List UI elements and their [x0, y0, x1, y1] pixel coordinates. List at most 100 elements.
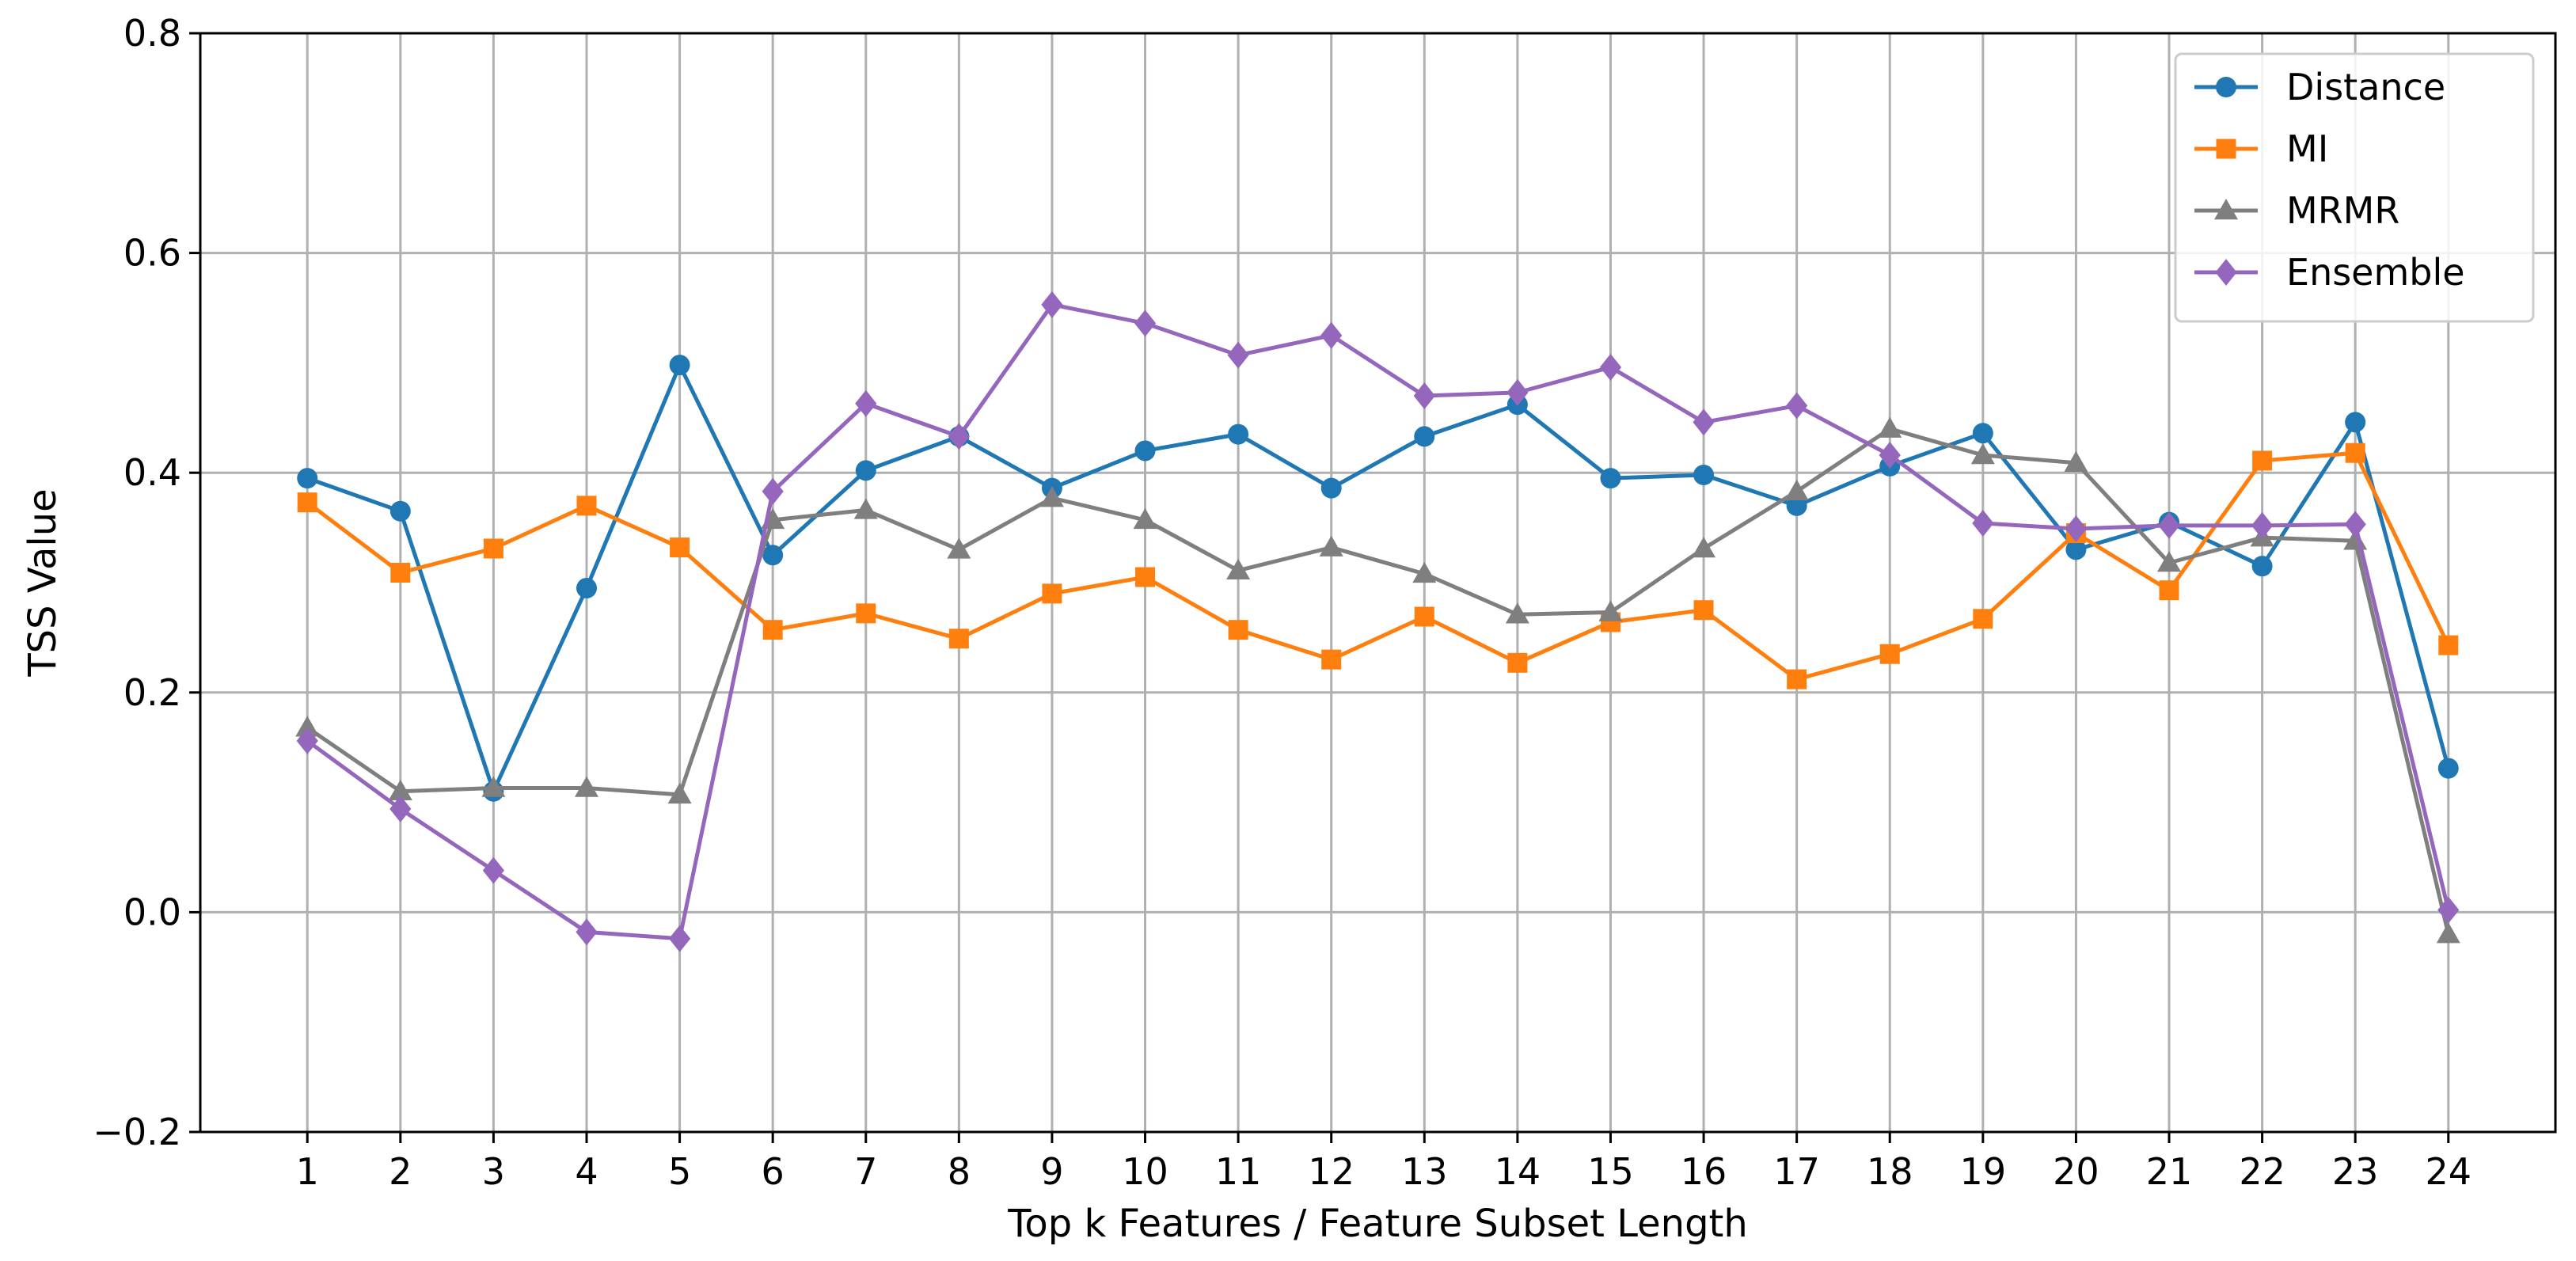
- data-point-ensemble: [762, 477, 784, 505]
- data-point-mrmr: [1319, 535, 1343, 556]
- data-point-mrmr: [1878, 416, 1902, 438]
- data-point-mi: [1135, 567, 1156, 587]
- data-point-mi: [670, 537, 690, 558]
- data-point-distance: [1414, 426, 1435, 447]
- data-point-distance: [576, 577, 597, 598]
- data-point-ensemble: [1599, 353, 1622, 381]
- x-tick-label: 3: [482, 1150, 505, 1193]
- data-point-distance: [1693, 464, 1715, 485]
- data-point-distance: [2065, 539, 2087, 560]
- x-tick-label: 16: [1681, 1150, 1727, 1193]
- x-tick-label: 19: [1960, 1150, 2007, 1193]
- y-tick-label: 0.4: [123, 451, 181, 494]
- data-point-mrmr: [1784, 479, 1809, 501]
- data-point-ensemble: [1693, 408, 1715, 436]
- data-point-ensemble: [1227, 341, 1249, 369]
- data-point-mrmr: [1226, 558, 1251, 579]
- series-line-ensemble: [306, 302, 2451, 941]
- data-point-distance: [1972, 423, 1993, 444]
- data-point-ensemble: [2437, 896, 2460, 924]
- data-point-mi: [576, 496, 597, 516]
- y-tick-label: 0.0: [123, 891, 181, 933]
- legend-swatch-marker: [2216, 77, 2236, 97]
- data-point-distance: [1134, 440, 1156, 461]
- x-tick-label: 18: [1867, 1150, 1913, 1193]
- x-tick-label: 12: [1308, 1150, 1354, 1193]
- data-point-distance: [1320, 477, 1342, 499]
- data-point-ensemble: [1413, 382, 1435, 410]
- data-point-mi: [2345, 442, 2365, 463]
- x-tick-label: 4: [575, 1150, 598, 1193]
- legend-item-mi: MI: [2194, 127, 2328, 170]
- data-point-mi: [2159, 580, 2179, 601]
- data-point-mrmr: [1133, 507, 1157, 530]
- x-axis-label: Top k Features / Feature Subset Length: [1007, 1202, 1748, 1246]
- data-point-mrmr: [295, 716, 320, 737]
- legend-item-mrmr: MRMR: [2194, 189, 2399, 232]
- legend-item-distance: Distance: [2194, 66, 2445, 108]
- plot-area-frame: [199, 32, 2557, 1134]
- data-point-ensemble: [1506, 378, 1529, 406]
- series-layer: [295, 291, 2460, 952]
- data-point-distance: [1228, 423, 1249, 445]
- data-point-ensemble: [482, 856, 505, 884]
- data-point-mrmr: [1970, 442, 1995, 465]
- data-point-distance: [1786, 495, 1807, 516]
- legend-swatch-marker: [2216, 139, 2236, 159]
- y-tick-label: 0.6: [123, 232, 181, 275]
- data-point-distance: [669, 355, 690, 376]
- data-point-mi: [1321, 649, 1342, 670]
- data-point-distance: [389, 500, 411, 522]
- data-point-mi: [1228, 620, 1248, 640]
- data-point-mrmr: [1039, 486, 1064, 507]
- legend-swatch-marker: [2214, 199, 2238, 220]
- legend: Distance MI MRMR Ensemble: [2174, 52, 2535, 323]
- x-tick-label: 2: [389, 1150, 412, 1193]
- data-point-ensemble: [1041, 291, 1063, 318]
- data-point-mrmr: [2064, 450, 2088, 472]
- data-point-distance: [762, 545, 784, 566]
- data-point-mi: [1693, 600, 1714, 621]
- x-tick-label: 9: [1040, 1150, 1063, 1193]
- data-point-ensemble: [668, 925, 691, 952]
- data-point-mi: [856, 603, 876, 624]
- data-point-mi: [1507, 652, 1528, 673]
- x-tick-label: 21: [2146, 1150, 2193, 1193]
- x-tick-label: 6: [762, 1150, 785, 1193]
- data-point-mi: [762, 620, 783, 640]
- y-axis-label: TSS Value: [21, 488, 65, 677]
- data-point-mrmr: [1598, 600, 1623, 621]
- legend-label: MRMR: [2286, 189, 2399, 232]
- data-point-mi: [1042, 583, 1062, 604]
- x-tick-label: 7: [854, 1150, 877, 1193]
- x-tick-label: 5: [668, 1150, 691, 1193]
- data-point-mrmr: [1692, 536, 1716, 558]
- data-point-ensemble: [948, 423, 970, 450]
- legend-item-ensemble: Ensemble: [2194, 251, 2465, 294]
- x-tick-label: 10: [1122, 1150, 1168, 1193]
- data-point-mi: [297, 492, 317, 513]
- data-point-ensemble: [2065, 515, 2088, 542]
- x-tick-label: 8: [948, 1150, 971, 1193]
- legend-label: MI: [2286, 127, 2328, 170]
- data-point-mrmr: [2157, 551, 2182, 572]
- data-point-mi: [1973, 609, 1993, 629]
- data-point-mi: [1414, 606, 1434, 627]
- data-point-ensemble: [1320, 321, 1343, 349]
- data-point-ensemble: [1879, 441, 1901, 469]
- data-point-ensemble: [1134, 310, 1157, 337]
- data-point-mrmr: [1412, 561, 1437, 583]
- data-point-ensemble: [576, 918, 598, 946]
- y-tick-label: 0.2: [123, 671, 181, 714]
- series-line-mi: [306, 450, 2451, 682]
- x-tick-label: 24: [2425, 1150, 2472, 1193]
- data-point-mrmr: [388, 779, 412, 800]
- series-ensemble: [296, 291, 2460, 952]
- legend-label: Distance: [2286, 66, 2445, 108]
- data-point-ensemble: [389, 795, 412, 822]
- legend-box: [2174, 52, 2535, 323]
- data-point-distance: [2345, 412, 2366, 433]
- axis-ticks: 1 2 3 4 5 6 7 8 9 10 11 12 13 14 15 16 17 18 19 20 21 22 23 24−…: [93, 12, 2472, 1193]
